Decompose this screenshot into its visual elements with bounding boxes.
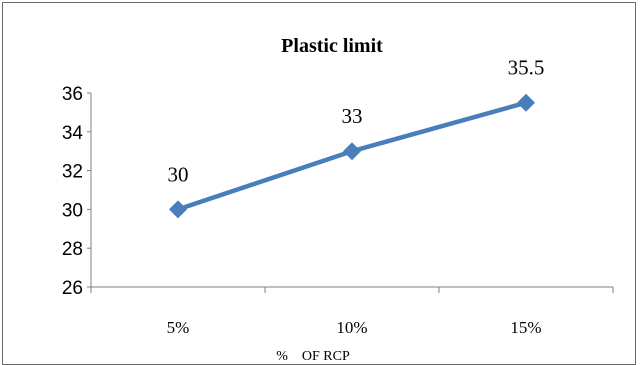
data-labels: 30 33 35.5 — [168, 56, 545, 187]
y-tick-label: 34 — [62, 123, 84, 144]
x-tick-label: 10% — [336, 318, 367, 337]
data-label: 35.5 — [508, 56, 545, 80]
y-tick-label: 30 — [62, 200, 83, 221]
data-point-marker — [169, 200, 187, 219]
x-tick-marks — [90, 287, 614, 293]
data-point-marker — [517, 93, 535, 112]
y-tick-label: 36 — [62, 84, 83, 105]
y-tick-labels: 26 28 30 32 34 36 — [62, 84, 84, 299]
y-tick-label: 32 — [62, 162, 83, 183]
data-label: 30 — [168, 162, 189, 186]
x-tick-label: 5% — [167, 318, 190, 337]
x-tick-labels: 5% 10% 15% — [167, 318, 542, 337]
y-tick-marks — [87, 92, 91, 288]
data-point-marker — [343, 142, 361, 161]
chart-title: Plastic limit — [281, 35, 383, 57]
data-label: 33 — [342, 104, 363, 128]
x-tick-label: 15% — [510, 318, 541, 337]
y-tick-label: 28 — [62, 239, 83, 260]
y-tick-label: 26 — [62, 278, 83, 299]
data-points — [169, 93, 535, 219]
x-axis-label: % OF RCP — [276, 349, 350, 364]
